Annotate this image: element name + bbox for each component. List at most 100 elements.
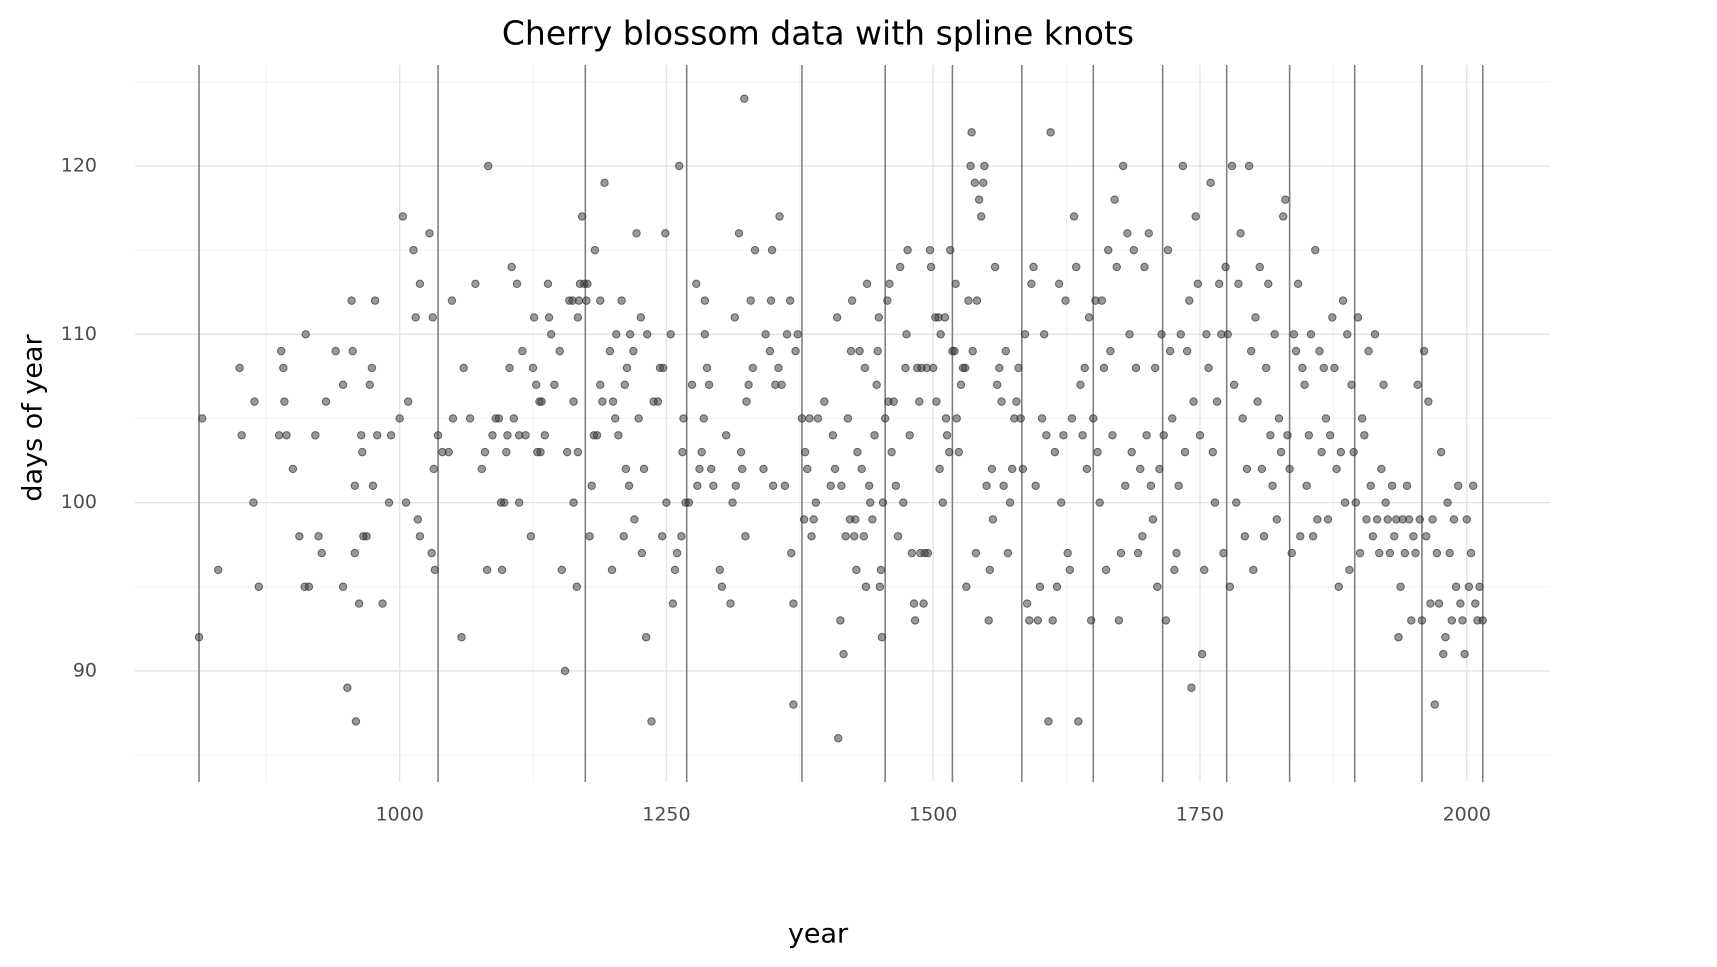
point — [528, 363, 538, 373]
point — [737, 464, 747, 474]
point — [384, 498, 394, 507]
point — [1048, 616, 1057, 625]
point — [639, 464, 649, 474]
point — [1276, 447, 1286, 457]
point — [338, 582, 348, 591]
point — [569, 498, 578, 507]
point — [995, 363, 1004, 373]
point — [1328, 313, 1337, 322]
point — [295, 532, 304, 541]
point — [759, 464, 768, 474]
x-tick-label: 1250 — [642, 804, 690, 826]
point — [279, 363, 288, 373]
point — [1323, 515, 1333, 524]
point — [543, 279, 553, 289]
point — [592, 431, 602, 440]
point — [985, 565, 994, 575]
point — [1116, 548, 1126, 558]
point — [789, 700, 798, 709]
point — [1370, 330, 1380, 339]
point — [950, 346, 959, 356]
point — [1240, 532, 1250, 541]
point — [870, 431, 879, 440]
point — [572, 582, 581, 591]
point — [1353, 313, 1363, 322]
point — [317, 548, 326, 558]
point — [1349, 447, 1358, 457]
point — [786, 296, 795, 305]
point — [895, 262, 905, 272]
point — [368, 481, 378, 490]
point — [1426, 599, 1435, 608]
point — [331, 346, 340, 356]
point — [1338, 296, 1348, 305]
point — [820, 397, 829, 406]
point — [1052, 582, 1062, 591]
point — [1095, 498, 1104, 507]
point — [1005, 498, 1015, 507]
point — [1029, 262, 1038, 272]
point — [1468, 481, 1478, 490]
point — [1146, 481, 1156, 490]
point — [721, 431, 731, 440]
point — [301, 330, 310, 339]
point — [902, 330, 911, 339]
point — [1368, 532, 1378, 541]
point — [1362, 515, 1371, 524]
point — [774, 363, 783, 373]
point — [1404, 515, 1414, 524]
x-tick-label: 2000 — [1443, 804, 1491, 826]
point — [587, 481, 596, 490]
point — [194, 633, 204, 642]
point — [1249, 565, 1258, 575]
point — [1419, 346, 1429, 356]
point — [600, 178, 609, 188]
point — [343, 683, 352, 692]
point — [1257, 464, 1267, 474]
point — [509, 414, 519, 423]
point — [636, 313, 646, 322]
point — [964, 296, 973, 305]
point — [237, 431, 246, 440]
point — [459, 363, 468, 373]
point — [946, 245, 955, 255]
point — [614, 431, 623, 440]
point — [214, 565, 223, 575]
point — [1432, 548, 1442, 558]
point — [624, 481, 634, 490]
point — [1366, 481, 1375, 490]
point — [386, 431, 396, 440]
point — [872, 380, 881, 389]
point — [1097, 296, 1107, 305]
point — [585, 532, 594, 541]
point — [952, 414, 961, 423]
point — [350, 481, 360, 490]
point — [494, 414, 504, 423]
point — [1266, 431, 1275, 440]
point — [1133, 548, 1143, 558]
point — [540, 431, 549, 440]
point — [679, 414, 688, 423]
point — [875, 582, 885, 591]
point — [805, 414, 814, 423]
point — [1343, 330, 1352, 339]
point — [1242, 464, 1252, 474]
point — [1037, 414, 1047, 423]
point — [550, 380, 559, 389]
point — [1035, 582, 1045, 591]
point — [536, 447, 545, 457]
point — [529, 313, 539, 322]
point — [1182, 346, 1192, 356]
point — [1296, 532, 1305, 541]
point — [596, 296, 605, 305]
point — [1138, 532, 1147, 541]
point — [702, 363, 712, 373]
point — [1078, 431, 1087, 440]
point — [942, 431, 952, 440]
point — [1193, 279, 1203, 289]
point — [1270, 330, 1279, 339]
point — [761, 330, 770, 339]
point — [826, 481, 835, 490]
point — [889, 397, 898, 406]
point — [1054, 279, 1064, 289]
